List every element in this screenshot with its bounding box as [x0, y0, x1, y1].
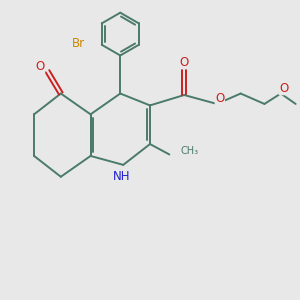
Text: O: O — [215, 92, 224, 105]
Text: NH: NH — [113, 170, 130, 183]
Text: CH₃: CH₃ — [181, 146, 199, 157]
Text: O: O — [35, 60, 45, 73]
Text: O: O — [180, 56, 189, 69]
Text: O: O — [279, 82, 288, 95]
Text: Br: Br — [72, 37, 86, 50]
